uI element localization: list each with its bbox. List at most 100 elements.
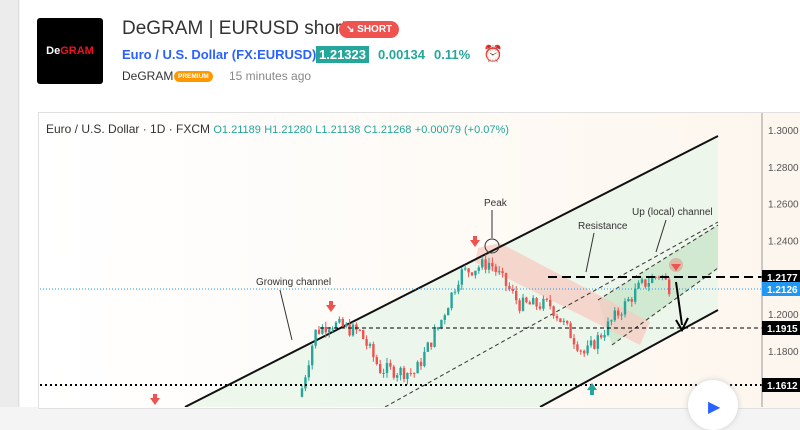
candle-body — [399, 367, 402, 376]
symbol-link[interactable]: Euro / U.S. Dollar (FX:EURUSD) — [122, 47, 317, 62]
candle-body — [630, 299, 633, 302]
candle-body — [600, 335, 603, 338]
up-channel-label: Up (local) channel — [632, 207, 713, 218]
growing-pointer — [279, 289, 293, 341]
candle-body — [409, 372, 412, 374]
candle-body — [484, 259, 487, 270]
candle-body — [396, 375, 399, 378]
candle-body — [572, 338, 576, 345]
candle-body — [644, 279, 647, 287]
candle-body — [491, 262, 494, 267]
candle-body — [470, 272, 474, 276]
candle-body — [307, 365, 310, 378]
growing-channel-label: Growing channel — [256, 277, 331, 288]
candle-body — [511, 289, 514, 291]
candle-body — [494, 266, 497, 272]
candle-body — [413, 373, 416, 375]
candle-body — [385, 363, 389, 373]
candle-body — [467, 268, 470, 273]
buy-arrow-icon — [587, 383, 597, 395]
candle-body — [423, 351, 426, 367]
axis-tick-label: 1.3000 — [768, 126, 799, 137]
candle-body — [334, 322, 338, 329]
candle-body — [474, 270, 477, 276]
candle-body — [440, 319, 443, 328]
legend-low: L1.21138 — [315, 124, 361, 136]
candle-body — [464, 268, 467, 270]
author-name[interactable]: DeGRAM — [122, 69, 174, 83]
level-price-label: 1.1915 — [767, 324, 798, 335]
candle-body — [348, 324, 351, 336]
candle-body — [460, 269, 463, 285]
candle-body — [345, 324, 348, 327]
candle-body — [457, 284, 460, 292]
candle-body — [447, 308, 450, 316]
channel-upper-line — [184, 135, 719, 407]
channel-lower-line — [539, 309, 719, 407]
candle-body — [341, 318, 344, 327]
candle-body — [426, 342, 429, 352]
candle-body — [532, 298, 535, 305]
axis-tick-label: 1.2400 — [768, 236, 799, 247]
candle-body — [555, 316, 559, 319]
play-button[interactable]: ▶ — [688, 380, 738, 430]
candle-body — [338, 318, 341, 323]
candle-body — [453, 291, 457, 293]
left-sidebar — [0, 0, 19, 407]
candle-body — [477, 267, 480, 271]
candle-body — [627, 299, 630, 302]
candle-body — [419, 361, 423, 367]
candle-body — [620, 314, 623, 316]
candle-body — [372, 344, 375, 358]
candle-body — [603, 334, 606, 338]
candle-body — [351, 324, 355, 336]
candle-body — [430, 342, 433, 347]
chart-drawing: Peak Resistance Up (local) channel Growi… — [40, 113, 800, 407]
level-price-tag — [762, 270, 800, 284]
candle-body — [542, 298, 545, 309]
candle-body — [392, 366, 395, 378]
candle-body — [528, 302, 531, 305]
candle-body — [657, 276, 661, 278]
candle-body — [617, 310, 620, 316]
candle-body — [365, 339, 368, 346]
channel-mid-line — [384, 221, 719, 407]
candle-body — [508, 285, 511, 290]
axis-tick-label: 1.2800 — [768, 163, 799, 174]
level-price-label: 1.1612 — [767, 381, 798, 392]
candle-body — [304, 377, 307, 389]
legend-close: C1.21268 — [363, 124, 412, 136]
up-channel-pointer — [655, 219, 667, 253]
candle-body — [589, 340, 593, 346]
candle-body — [651, 276, 654, 283]
candle-body — [593, 340, 596, 349]
chart-legend: Euro / U.S. Dollar · 1D · FXCM O1.21189 … — [46, 122, 509, 136]
candle-body — [358, 329, 361, 331]
sell-arrow-icons — [150, 236, 683, 405]
candle-body — [317, 329, 321, 334]
candle-body — [538, 306, 542, 309]
candle-body — [562, 320, 565, 323]
legend-symbol: Euro / U.S. Dollar · 1D · FXCM — [46, 122, 211, 136]
candle-body — [596, 335, 599, 349]
legend-change: +0.00079 (+0.07%) — [414, 124, 509, 136]
candle-body — [545, 298, 548, 300]
candle-body — [311, 345, 314, 366]
resistance-label: Resistance — [578, 221, 628, 232]
candle-body — [569, 323, 572, 339]
candle-body — [634, 288, 637, 302]
candle-body — [535, 298, 538, 307]
candle-body — [515, 290, 518, 301]
candle-body — [559, 318, 562, 323]
level-price-label: 1.2126 — [767, 285, 798, 296]
candle-body — [406, 372, 409, 379]
author-logo[interactable]: De GRAM — [37, 18, 103, 84]
candle-body — [504, 273, 508, 286]
premium-badge: PREMIUM — [174, 71, 213, 82]
candle-body — [637, 282, 640, 289]
alarm-clock-plus-icon[interactable]: ⏰ — [483, 46, 503, 63]
down-channel-fill — [475, 243, 650, 345]
candle-body — [501, 271, 504, 274]
candle-body — [521, 297, 525, 311]
peak-circle — [484, 238, 500, 254]
